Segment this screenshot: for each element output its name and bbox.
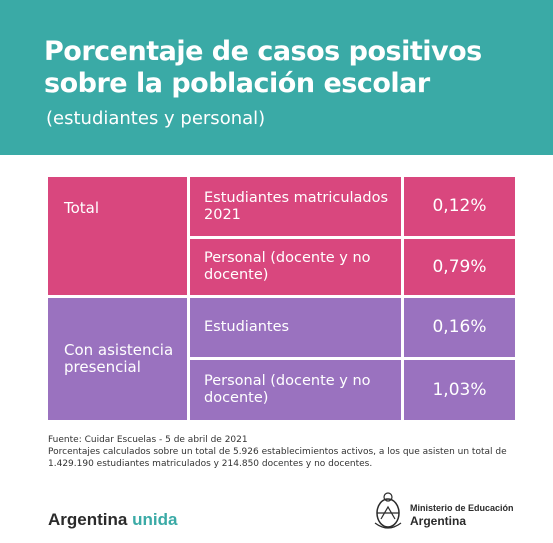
row-value: 0,12% [404, 177, 515, 236]
ministry-country: Argentina [410, 514, 467, 528]
group-label-total: Total [48, 177, 187, 295]
brand-main: Argentina [48, 510, 128, 529]
row-desc-text: Personal (docente y no docente) [204, 250, 371, 283]
row-value-text: 0,16% [432, 317, 487, 337]
row-value: 1,03% [404, 360, 515, 420]
page-title: Porcentaje de casos positivos sobre la p… [44, 36, 482, 99]
brand-accent: unida [132, 510, 178, 529]
header-banner: Porcentaje de casos positivos sobre la p… [0, 0, 553, 155]
row-desc-text: Estudiantes [204, 319, 290, 335]
calculation-note: Porcentajes calculados sobre un total de… [48, 447, 507, 469]
row-desc-text: Estudiantes matriculados 2021 [204, 189, 389, 223]
brand-logo: Argentina unida [48, 510, 177, 530]
row-desc: Personal (docente y no docente) [190, 239, 401, 295]
row-value: 0,16% [404, 298, 515, 357]
source-note: Fuente: Cuidar Escuelas - 5 de abril de … [48, 435, 248, 445]
row-desc: Personal (docente y no docente) [190, 360, 401, 420]
row-desc: Estudiantes [190, 298, 401, 357]
coat-of-arms-icon [374, 492, 402, 529]
group-label-total-text: Total [64, 198, 100, 217]
row-value-text: 0,79% [432, 256, 487, 277]
group-label-presencial: Con asistencia presencial [48, 298, 187, 420]
ministry-name: Ministerio de Educación [410, 503, 514, 513]
row-desc: Estudiantes matriculados 2021 [190, 177, 401, 236]
group-label-presencial-text: Con asistencia presencial [64, 341, 174, 376]
row-desc-text: Personal (docente y no docente) [204, 373, 371, 406]
row-value: 0,79% [404, 239, 515, 295]
row-value-text: 0,12% [432, 196, 487, 216]
ministry-logo: Ministerio de Educación Argentina [410, 503, 514, 528]
row-value-text: 1,03% [432, 379, 487, 400]
page-subtitle: (estudiantes y personal) [46, 108, 266, 129]
